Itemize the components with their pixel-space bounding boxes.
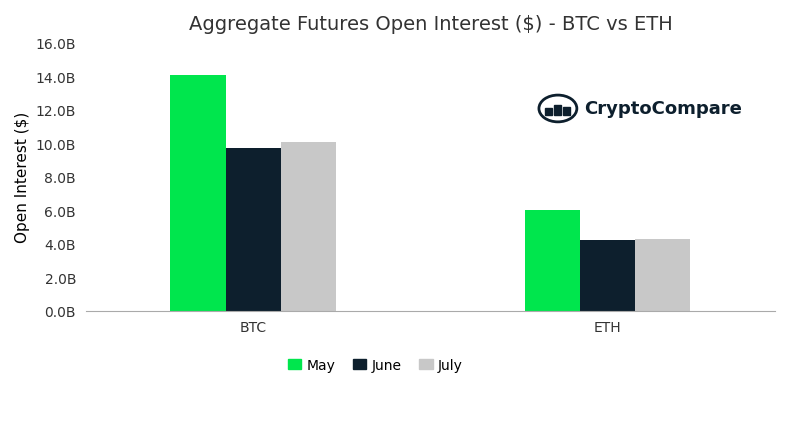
Bar [280,142,336,311]
Legend: May, June, July: May, June, July [282,352,468,377]
Bar [226,149,280,311]
Bar [580,241,635,311]
Bar [555,106,562,116]
Text: CryptoCompare: CryptoCompare [584,100,742,118]
Bar [525,211,580,311]
Bar [171,75,226,311]
Bar [635,239,690,311]
Title: Aggregate Futures Open Interest ($) - BTC vs ETH: Aggregate Futures Open Interest ($) - BT… [189,15,672,34]
Bar [563,108,570,116]
Bar [545,109,552,116]
Y-axis label: Open Interest ($): Open Interest ($) [15,112,30,243]
